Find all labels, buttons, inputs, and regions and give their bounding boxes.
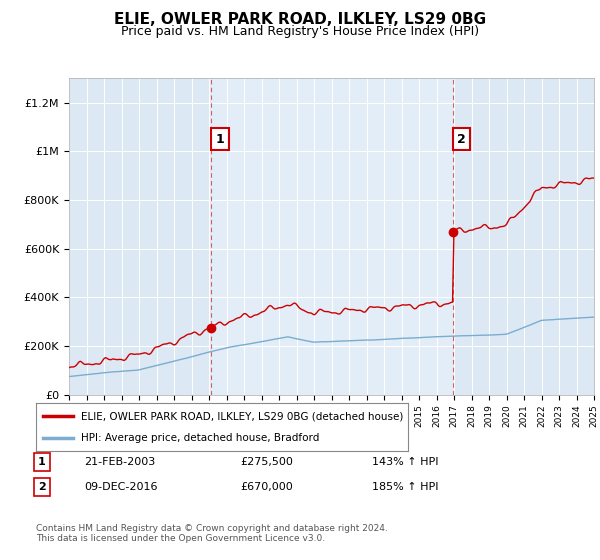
Text: 143% ↑ HPI: 143% ↑ HPI [372,457,439,467]
Text: 21-FEB-2003: 21-FEB-2003 [84,457,155,467]
Text: ELIE, OWLER PARK ROAD, ILKLEY, LS29 0BG: ELIE, OWLER PARK ROAD, ILKLEY, LS29 0BG [114,12,486,27]
Text: HPI: Average price, detached house, Bradford: HPI: Average price, detached house, Brad… [80,433,319,443]
Text: 1: 1 [215,133,224,146]
Text: ELIE, OWLER PARK ROAD, ILKLEY, LS29 0BG (detached house): ELIE, OWLER PARK ROAD, ILKLEY, LS29 0BG … [80,411,403,421]
Bar [211,78,453,395]
Text: Contains HM Land Registry data © Crown copyright and database right 2024.
This d: Contains HM Land Registry data © Crown c… [36,524,388,543]
Text: 185% ↑ HPI: 185% ↑ HPI [372,482,439,492]
Text: £670,000: £670,000 [240,482,293,492]
Text: £275,500: £275,500 [240,457,293,467]
Text: 2: 2 [457,133,466,146]
Text: 2: 2 [38,482,46,492]
Text: Price paid vs. HM Land Registry's House Price Index (HPI): Price paid vs. HM Land Registry's House … [121,25,479,38]
Text: 09-DEC-2016: 09-DEC-2016 [84,482,157,492]
Text: 1: 1 [38,457,46,467]
